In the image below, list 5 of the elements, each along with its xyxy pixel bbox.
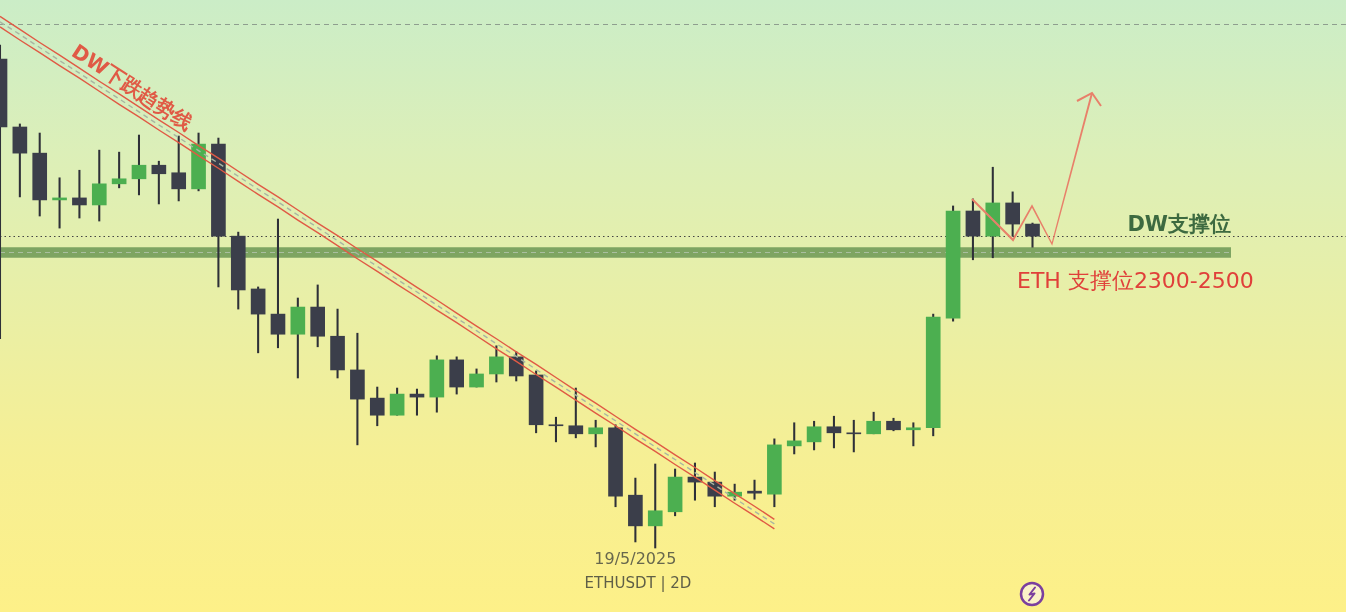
text: ETHUSDT | 2D	[584, 574, 692, 592]
band-label: DW支撑位	[1127, 212, 1231, 237]
x-tick-label: 19/5/2025	[594, 548, 677, 568]
text: DW下跌趋势线	[67, 38, 197, 135]
annotation: ETH 支撑位2300-2500	[1017, 268, 1254, 293]
